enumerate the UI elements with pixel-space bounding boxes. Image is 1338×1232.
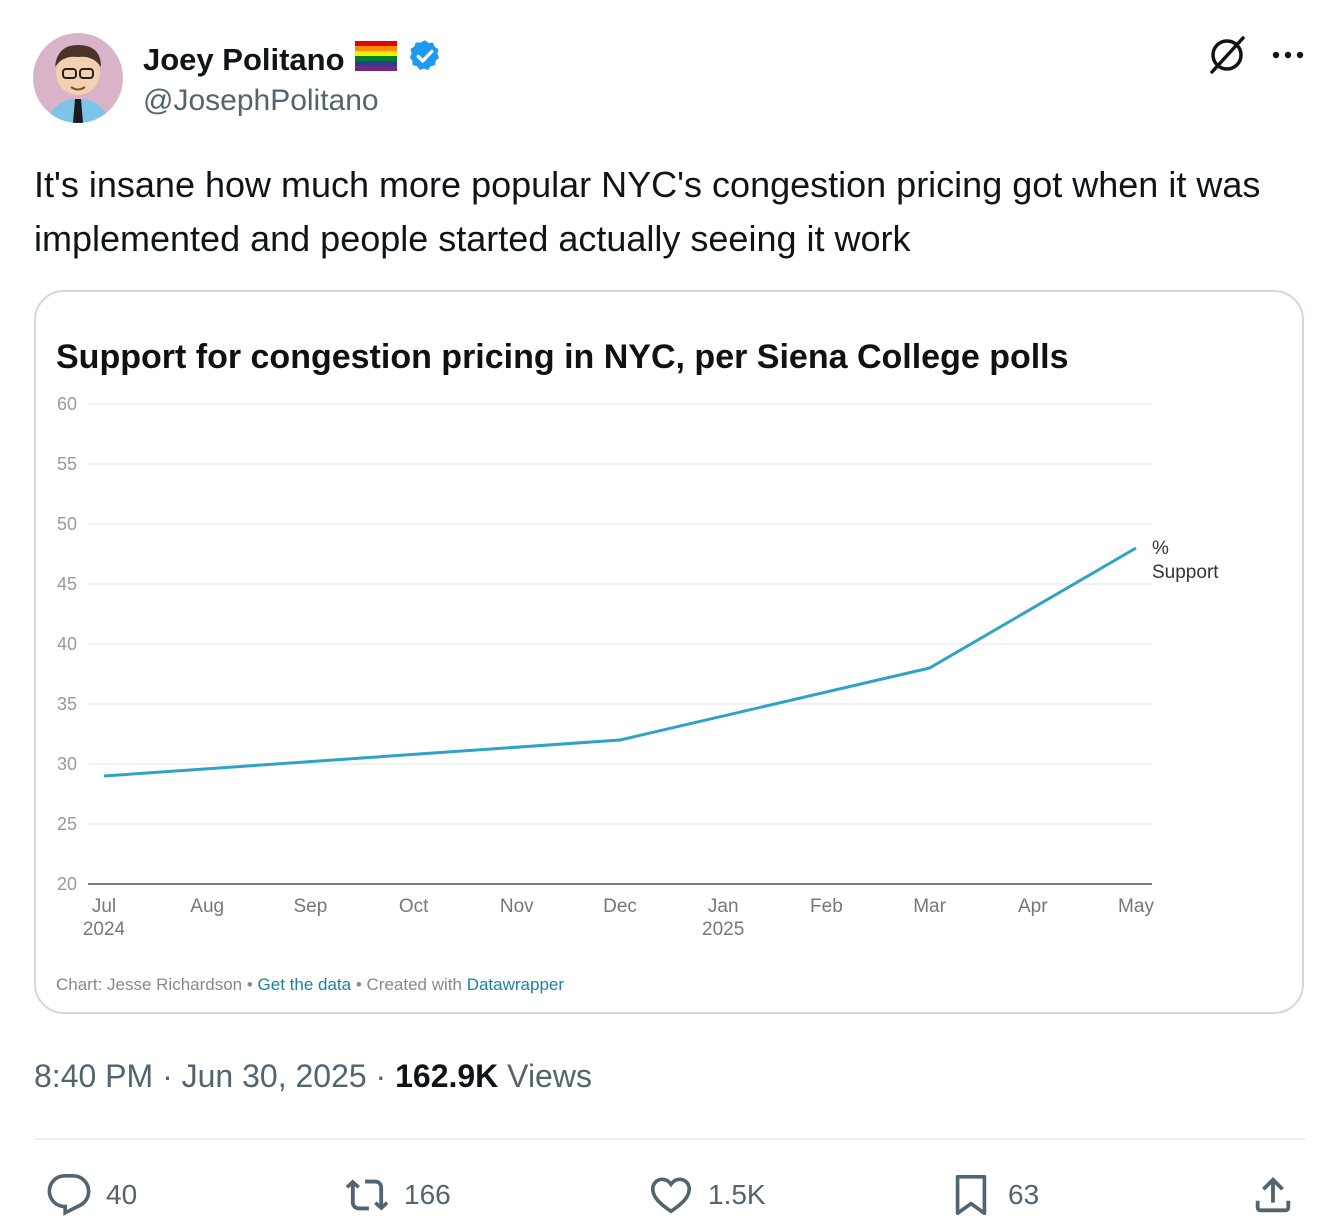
y-tick-label: 50 (57, 514, 77, 534)
more-icon[interactable] (1268, 40, 1308, 70)
heart-icon (650, 1177, 692, 1214)
views-label: Views (507, 1058, 592, 1094)
y-tick-label: 35 (57, 694, 77, 714)
y-tick-label: 30 (57, 754, 77, 774)
repost-button[interactable]: 166 (344, 1170, 451, 1220)
x-tick-label: Dec (603, 896, 637, 917)
repost-icon (345, 1179, 389, 1211)
chart-footer-prefix: Chart: Jesse Richardson • (56, 975, 258, 994)
y-tick-label: 55 (57, 454, 77, 474)
datawrapper-link[interactable]: Datawrapper (467, 975, 565, 994)
like-button[interactable]: 1.5K (648, 1170, 766, 1220)
author-name-row[interactable]: Joey Politano (143, 38, 443, 82)
x-tick-label: Jul (92, 896, 116, 917)
tweet-text: It's insane how much more popular NYC's … (34, 164, 1261, 259)
avatar[interactable] (33, 33, 123, 123)
reply-count: 40 (106, 1179, 138, 1210)
x-tick-label: Apr (1018, 896, 1048, 917)
x-tick-label: Jan (708, 896, 739, 917)
tweet-time[interactable]: 8:40 PM (34, 1058, 154, 1094)
chart-title: Support for congestion pricing in NYC, p… (56, 338, 1069, 376)
bookmark-count: 63 (1008, 1179, 1040, 1210)
reply-icon (47, 1174, 91, 1216)
like-count: 1.5K (708, 1179, 766, 1210)
x-tick-sublabel: 2024 (83, 919, 126, 940)
get-the-data-link[interactable]: Get the data (258, 975, 352, 994)
x-tick-label: Oct (399, 896, 429, 917)
x-tick-label: Sep (293, 896, 327, 917)
chart-card[interactable]: Support for congestion pricing in NYC, p… (34, 290, 1304, 1014)
x-tick-label: Mar (913, 896, 946, 917)
x-tick-label: Aug (190, 896, 224, 917)
repost-count: 166 (404, 1179, 451, 1210)
author-name[interactable]: Joey Politano (143, 42, 345, 77)
x-tick-label: Feb (810, 896, 843, 917)
y-tick-label: 40 (57, 634, 77, 654)
tweet-date[interactable]: Jun 30, 2025 (181, 1058, 367, 1094)
y-axis-ticks: 20 25 30 35 40 45 50 55 60 (57, 394, 77, 894)
line-chart: Support for congestion pricing in NYC, p… (56, 338, 1219, 994)
series-line (103, 546, 1137, 778)
meta-separator: · (162, 1058, 182, 1094)
bookmark-icon (955, 1174, 987, 1216)
divider (34, 1138, 1306, 1140)
x-tick-sublabel: 2025 (702, 919, 744, 940)
meta-separator: · (375, 1058, 396, 1094)
author-handle[interactable]: @JosephPolitano (143, 84, 379, 117)
series-label: % Support (1152, 538, 1219, 583)
x-tick-label: May (1118, 896, 1154, 917)
y-tick-label: 25 (57, 814, 77, 834)
x-tick-label: Nov (500, 896, 534, 917)
bookmark-button[interactable]: 63 (948, 1170, 1039, 1220)
y-tick-label: 60 (57, 394, 77, 414)
views-count: 162.9K (395, 1058, 499, 1094)
verified-badge-icon[interactable] (407, 38, 443, 82)
chart-grid (88, 403, 1152, 885)
y-tick-label: 20 (57, 874, 77, 894)
rainbow-flag-icon (354, 41, 397, 79)
chart-footer: Chart: Jesse Richardson • Get the data •… (56, 975, 564, 994)
chart-series: % Support (103, 538, 1219, 778)
grok-icon[interactable] (1206, 34, 1248, 76)
share-button[interactable] (1250, 1170, 1296, 1220)
share-icon (1255, 1176, 1291, 1213)
chart-footer-middle: • Created with (351, 975, 467, 994)
y-tick-label: 45 (57, 574, 77, 594)
tweet-meta: 8:40 PM · Jun 30, 2025 · 162.9K Views (34, 1058, 592, 1095)
reply-button[interactable]: 40 (46, 1170, 137, 1220)
